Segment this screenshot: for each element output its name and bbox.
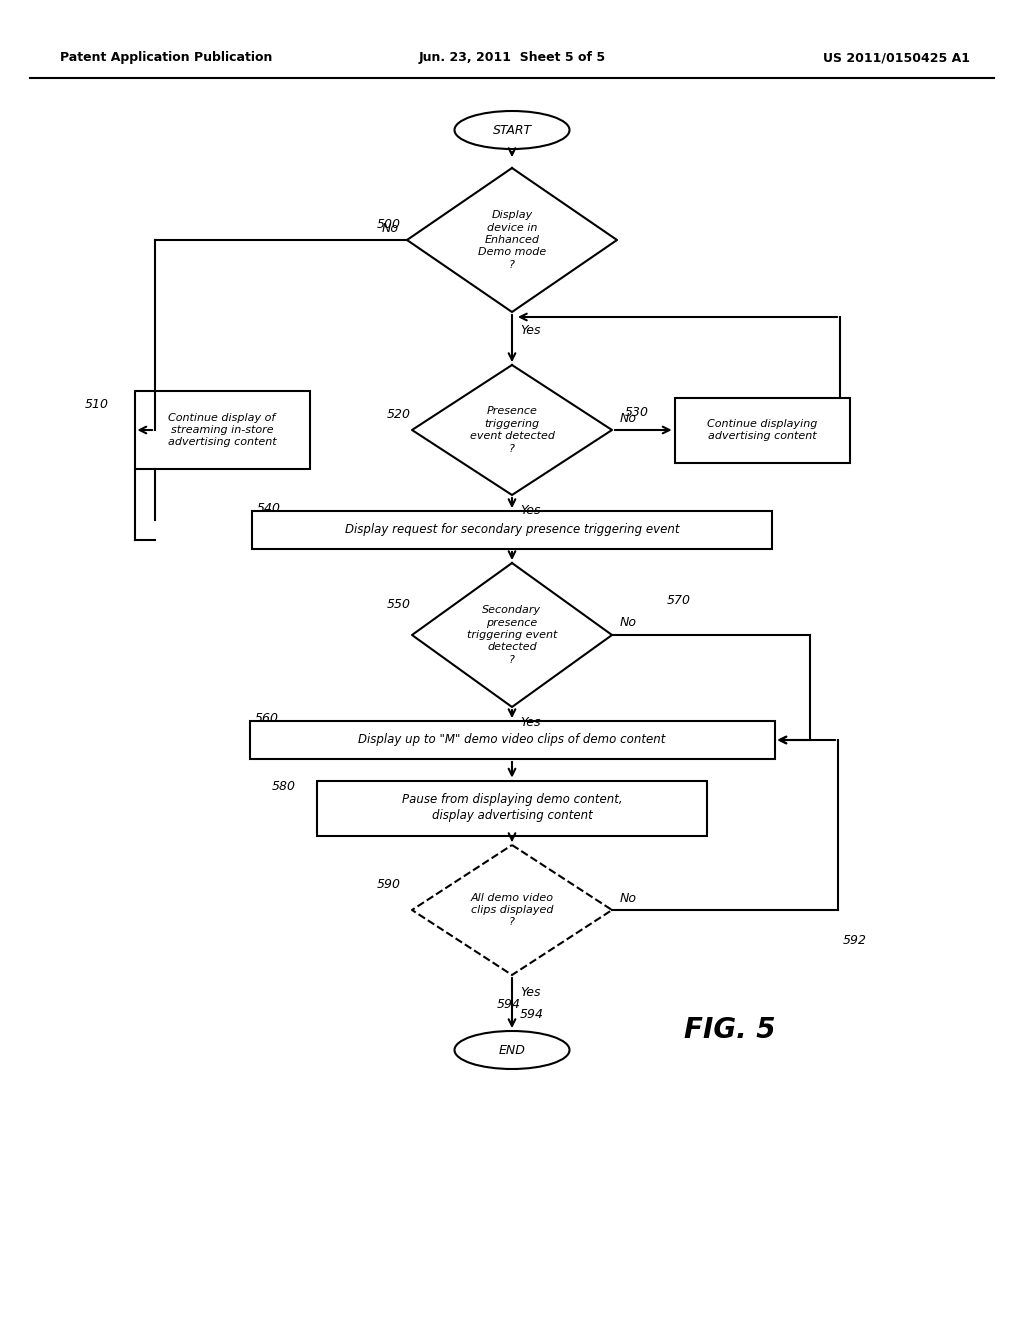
Text: Yes: Yes bbox=[520, 503, 541, 516]
Text: Presence
triggering
event detected
?: Presence triggering event detected ? bbox=[469, 407, 555, 454]
Text: No: No bbox=[620, 891, 637, 904]
Text: 580: 580 bbox=[272, 780, 296, 792]
Text: 590: 590 bbox=[377, 879, 401, 891]
Text: 520: 520 bbox=[387, 408, 411, 421]
Text: 594: 594 bbox=[520, 1008, 544, 1022]
Text: 570: 570 bbox=[667, 594, 691, 606]
Text: Pause from displaying demo content,
display advertising content: Pause from displaying demo content, disp… bbox=[401, 793, 623, 822]
Text: 530: 530 bbox=[625, 405, 648, 418]
Text: Yes: Yes bbox=[520, 323, 541, 337]
Text: Continue displaying
advertising content: Continue displaying advertising content bbox=[707, 418, 817, 441]
Text: Display
device in
Enhanced
Demo mode
?: Display device in Enhanced Demo mode ? bbox=[478, 210, 546, 269]
Text: Patent Application Publication: Patent Application Publication bbox=[60, 51, 272, 65]
Text: 594: 594 bbox=[497, 998, 521, 1011]
Text: Display up to "M" demo video clips of demo content: Display up to "M" demo video clips of de… bbox=[358, 734, 666, 747]
Text: END: END bbox=[499, 1044, 525, 1056]
Text: 560: 560 bbox=[255, 711, 279, 725]
Bar bbox=[675, 397, 850, 462]
Text: 500: 500 bbox=[377, 219, 401, 231]
Text: Yes: Yes bbox=[520, 986, 541, 999]
Text: Jun. 23, 2011  Sheet 5 of 5: Jun. 23, 2011 Sheet 5 of 5 bbox=[419, 51, 605, 65]
Text: 550: 550 bbox=[387, 598, 411, 611]
Text: Display request for secondary presence triggering event: Display request for secondary presence t… bbox=[345, 524, 679, 536]
Bar bbox=[134, 391, 309, 469]
Text: Yes: Yes bbox=[520, 715, 541, 729]
Bar bbox=[252, 511, 772, 549]
Text: FIG. 5: FIG. 5 bbox=[684, 1016, 776, 1044]
Text: 510: 510 bbox=[85, 399, 109, 412]
Text: 540: 540 bbox=[257, 502, 281, 515]
Bar bbox=[250, 721, 774, 759]
Bar bbox=[317, 780, 707, 836]
Text: All demo video
clips displayed
?: All demo video clips displayed ? bbox=[470, 892, 554, 928]
Text: US 2011/0150425 A1: US 2011/0150425 A1 bbox=[823, 51, 970, 65]
Text: No: No bbox=[620, 616, 637, 630]
Text: 592: 592 bbox=[843, 933, 867, 946]
Text: Secondary
presence
triggering event
detected
?: Secondary presence triggering event dete… bbox=[467, 605, 557, 665]
Text: START: START bbox=[493, 124, 531, 136]
Text: Continue display of
streaming in-store
advertising content: Continue display of streaming in-store a… bbox=[168, 413, 276, 447]
Text: No: No bbox=[382, 222, 399, 235]
Text: No: No bbox=[620, 412, 637, 425]
